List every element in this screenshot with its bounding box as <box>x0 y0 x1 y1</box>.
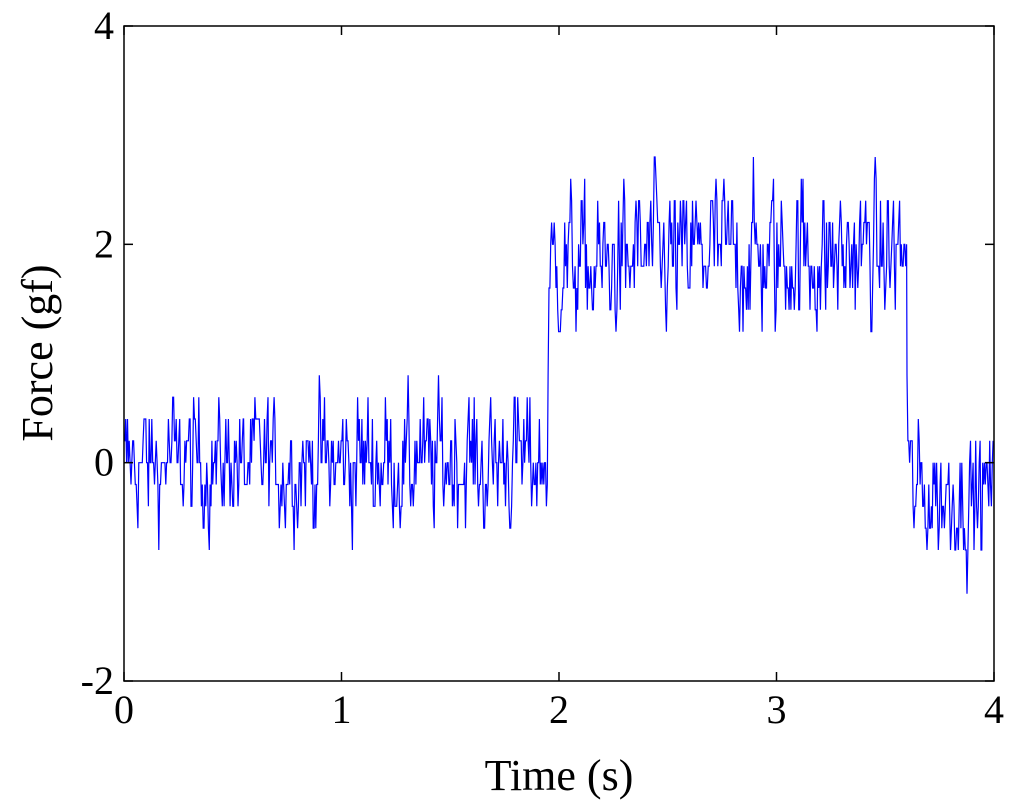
y-axis-ticks: -2 0 2 4 <box>81 3 994 703</box>
y-tick-label: 0 <box>94 440 114 485</box>
y-tick-label: -2 <box>81 658 114 703</box>
x-axis-title: Time (s) <box>485 751 634 800</box>
y-tick-label: 4 <box>94 3 114 48</box>
y-tick-label: 2 <box>94 221 114 266</box>
y-axis-title: Force (gf) <box>13 264 62 441</box>
x-tick-label: 4 <box>984 687 1004 732</box>
x-tick-label: 1 <box>332 687 352 732</box>
x-tick-label: 3 <box>767 687 787 732</box>
x-tick-label: 2 <box>549 687 569 732</box>
x-tick-label: 0 <box>114 687 134 732</box>
plot-frame <box>123 25 995 682</box>
x-axis-ticks: 0 1 2 3 4 <box>114 26 1004 732</box>
force-signal-line <box>124 156 994 594</box>
